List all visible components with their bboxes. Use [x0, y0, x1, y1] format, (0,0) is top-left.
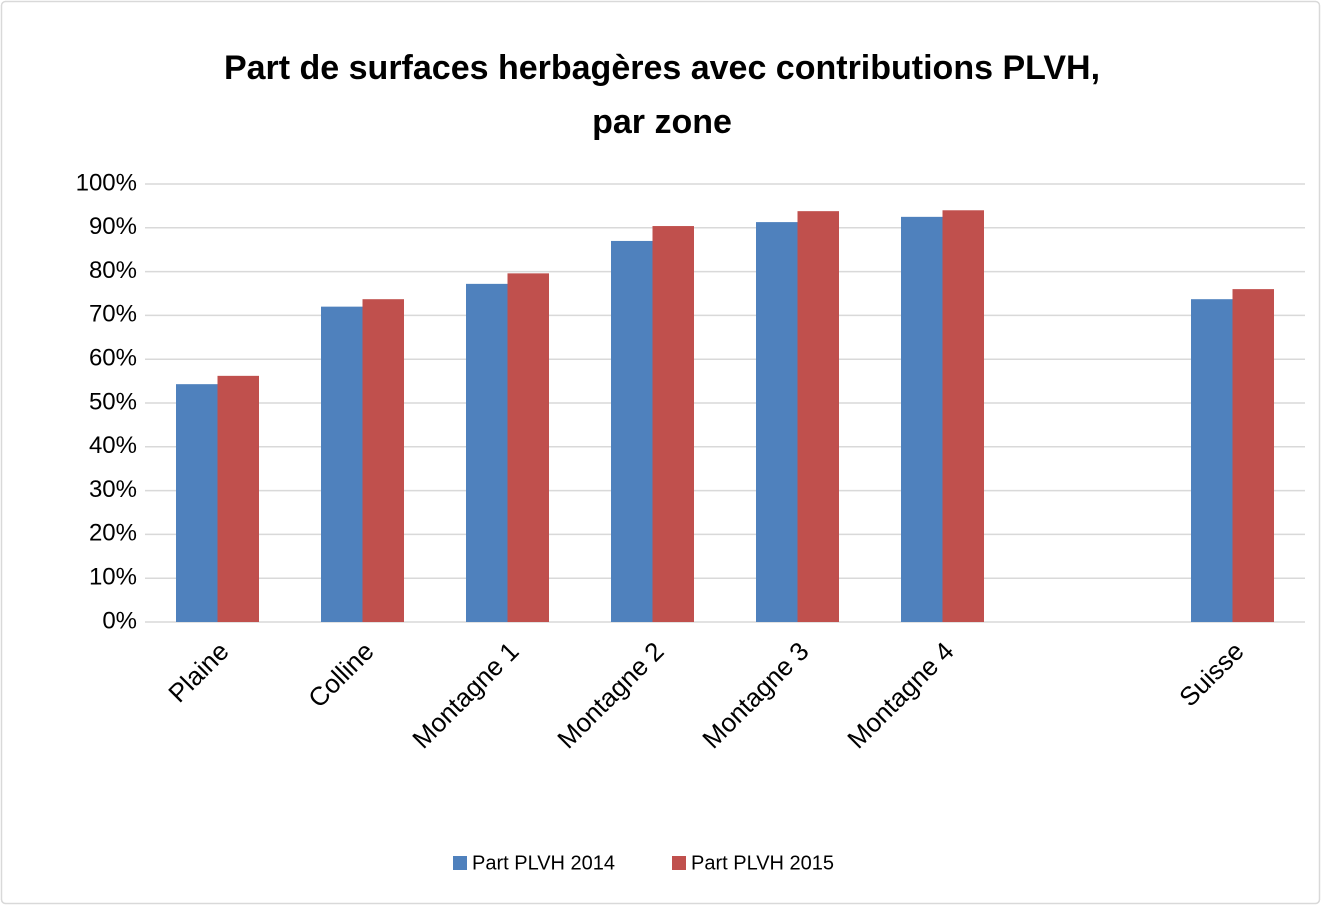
bar: [1191, 299, 1233, 622]
bar: [217, 375, 259, 622]
y-tick-label: 0%: [102, 607, 137, 634]
bar: [797, 211, 839, 622]
bar: [466, 283, 508, 622]
bar: [507, 273, 549, 622]
y-tick-label: 80%: [89, 257, 137, 284]
bar: [942, 210, 984, 622]
bar: [1232, 289, 1274, 622]
bar: [901, 216, 943, 622]
y-tick-label: 70%: [89, 301, 137, 328]
bar: [756, 222, 798, 622]
chart-title: Part de surfaces herbagères avec contrib…: [224, 49, 1100, 87]
legend-swatch: [672, 856, 686, 870]
legend-label: Part PLVH 2015: [691, 852, 834, 874]
bar: [321, 306, 363, 622]
legend-swatch: [453, 856, 467, 870]
chart-title: par zone: [592, 103, 732, 141]
bar: [362, 299, 404, 622]
bar: [611, 240, 653, 622]
bar: [176, 384, 218, 622]
y-tick-label: 30%: [89, 476, 137, 503]
legend-label: Part PLVH 2014: [472, 852, 615, 874]
y-tick-label: 40%: [89, 432, 137, 459]
y-tick-label: 10%: [89, 564, 137, 591]
y-tick-label: 60%: [89, 345, 137, 372]
bar: [652, 226, 694, 622]
y-tick-label: 90%: [89, 213, 137, 240]
y-tick-label: 100%: [76, 169, 137, 196]
y-tick-label: 50%: [89, 388, 137, 415]
y-tick-label: 20%: [89, 520, 137, 547]
